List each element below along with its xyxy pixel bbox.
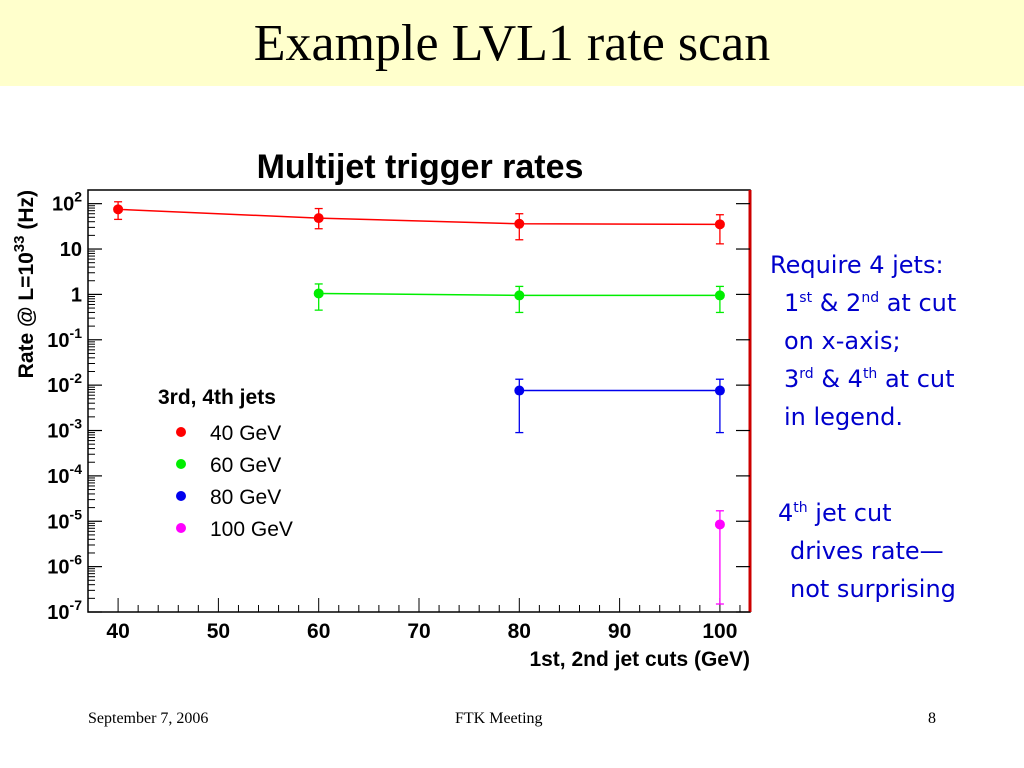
y-tick-label: 10-3 [47,416,82,443]
x-tick-label: 70 [407,620,430,643]
note-line: in legend. [770,398,956,436]
note-text: at cut [879,289,957,317]
note-text: 3 [784,365,800,393]
note-text: 1 [784,289,800,317]
legend-marker [176,523,186,533]
y-tick-label: 10-2 [47,370,82,397]
note-text: Require 4 jets: [770,251,944,279]
y-tick-label: 102 [52,189,82,216]
y-axis-label: Rate @ L=1033 (Hz) [11,190,38,378]
note-line: 1st & 2nd at cut [770,284,956,322]
data-point [514,385,525,396]
note-superscript: nd [861,290,880,306]
note-text: at cut [877,365,955,393]
data-point [113,204,124,215]
x-tick-label: 90 [608,620,631,643]
data-point [313,213,324,224]
data-point [714,290,725,301]
x-tick-label: 60 [307,620,330,643]
y-tick-label: 10-1 [47,325,82,352]
note-superscript: th [862,366,878,382]
note-line: not surprising [778,570,956,608]
note-line: drives rate— [778,532,956,570]
legend-marker [176,459,186,469]
data-point [313,288,324,299]
legend-label: 40 GeV [210,422,281,445]
plot-frame [87,189,751,613]
note-line: 3rd & 4th at cut [770,360,956,398]
note-text: jet cut [807,499,892,527]
note-line: on x-axis; [770,322,956,360]
legend-marker [176,427,186,437]
note-text: & 2 [812,289,862,317]
data-point [714,385,725,396]
data-point [514,290,525,301]
note-text: on x-axis; [784,327,901,355]
note-text: not surprising [790,575,956,603]
note-text: 4 [778,499,794,527]
y-tick-label: 10-4 [47,461,82,488]
legend-title: 3rd, 4th jets [158,386,276,409]
note-text: drives rate— [790,537,944,565]
chart: Multijet trigger rates 102 10 1 10-1 10-2 10-3… [11,148,752,671]
legend-marker [176,491,186,501]
footer-date: September 7, 2006 [88,710,209,727]
notes-block-1: Require 4 jets: 1st & 2nd at cut on x-axis… [770,246,956,436]
note-superscript: th [793,500,808,516]
note-superscript: st [799,290,813,306]
slide-title: Example LVL1 rate scan [253,15,771,72]
note-line: Require 4 jets: [770,246,956,284]
footer-page: 8 [928,710,936,727]
legend-label: 60 GeV [210,454,281,477]
x-axis-label: 1st, 2nd jet cuts (GeV) [529,648,750,671]
y-tick-label: 10 [60,239,82,261]
y-tick-label: 10-5 [47,506,82,533]
series-line [118,208,720,226]
chart-title: Multijet trigger rates [257,148,584,186]
note-text: & 4 [813,365,863,393]
x-tick-label: 40 [106,620,129,643]
note-line: 4th jet cut [778,494,956,532]
data-point [514,218,525,229]
title-bar [0,0,1024,86]
y-tick-label: 1 [71,284,82,306]
footer-meeting: FTK Meeting [455,710,543,727]
y-tick-label: 10-6 [47,552,82,579]
legend-label: 100 GeV [210,518,293,541]
notes-block-2: 4th jet cut drives rate— not surprising [778,494,956,608]
y-tick-label: 10-7 [47,597,82,624]
x-tick-label: 80 [508,620,531,643]
note-text: in legend. [784,403,904,431]
data-point [714,519,725,530]
legend-label: 80 GeV [210,486,281,509]
note-superscript: rd [799,366,814,382]
x-tick-label: 100 [702,620,737,643]
data-point [714,219,725,230]
x-tick-label: 50 [207,620,230,643]
